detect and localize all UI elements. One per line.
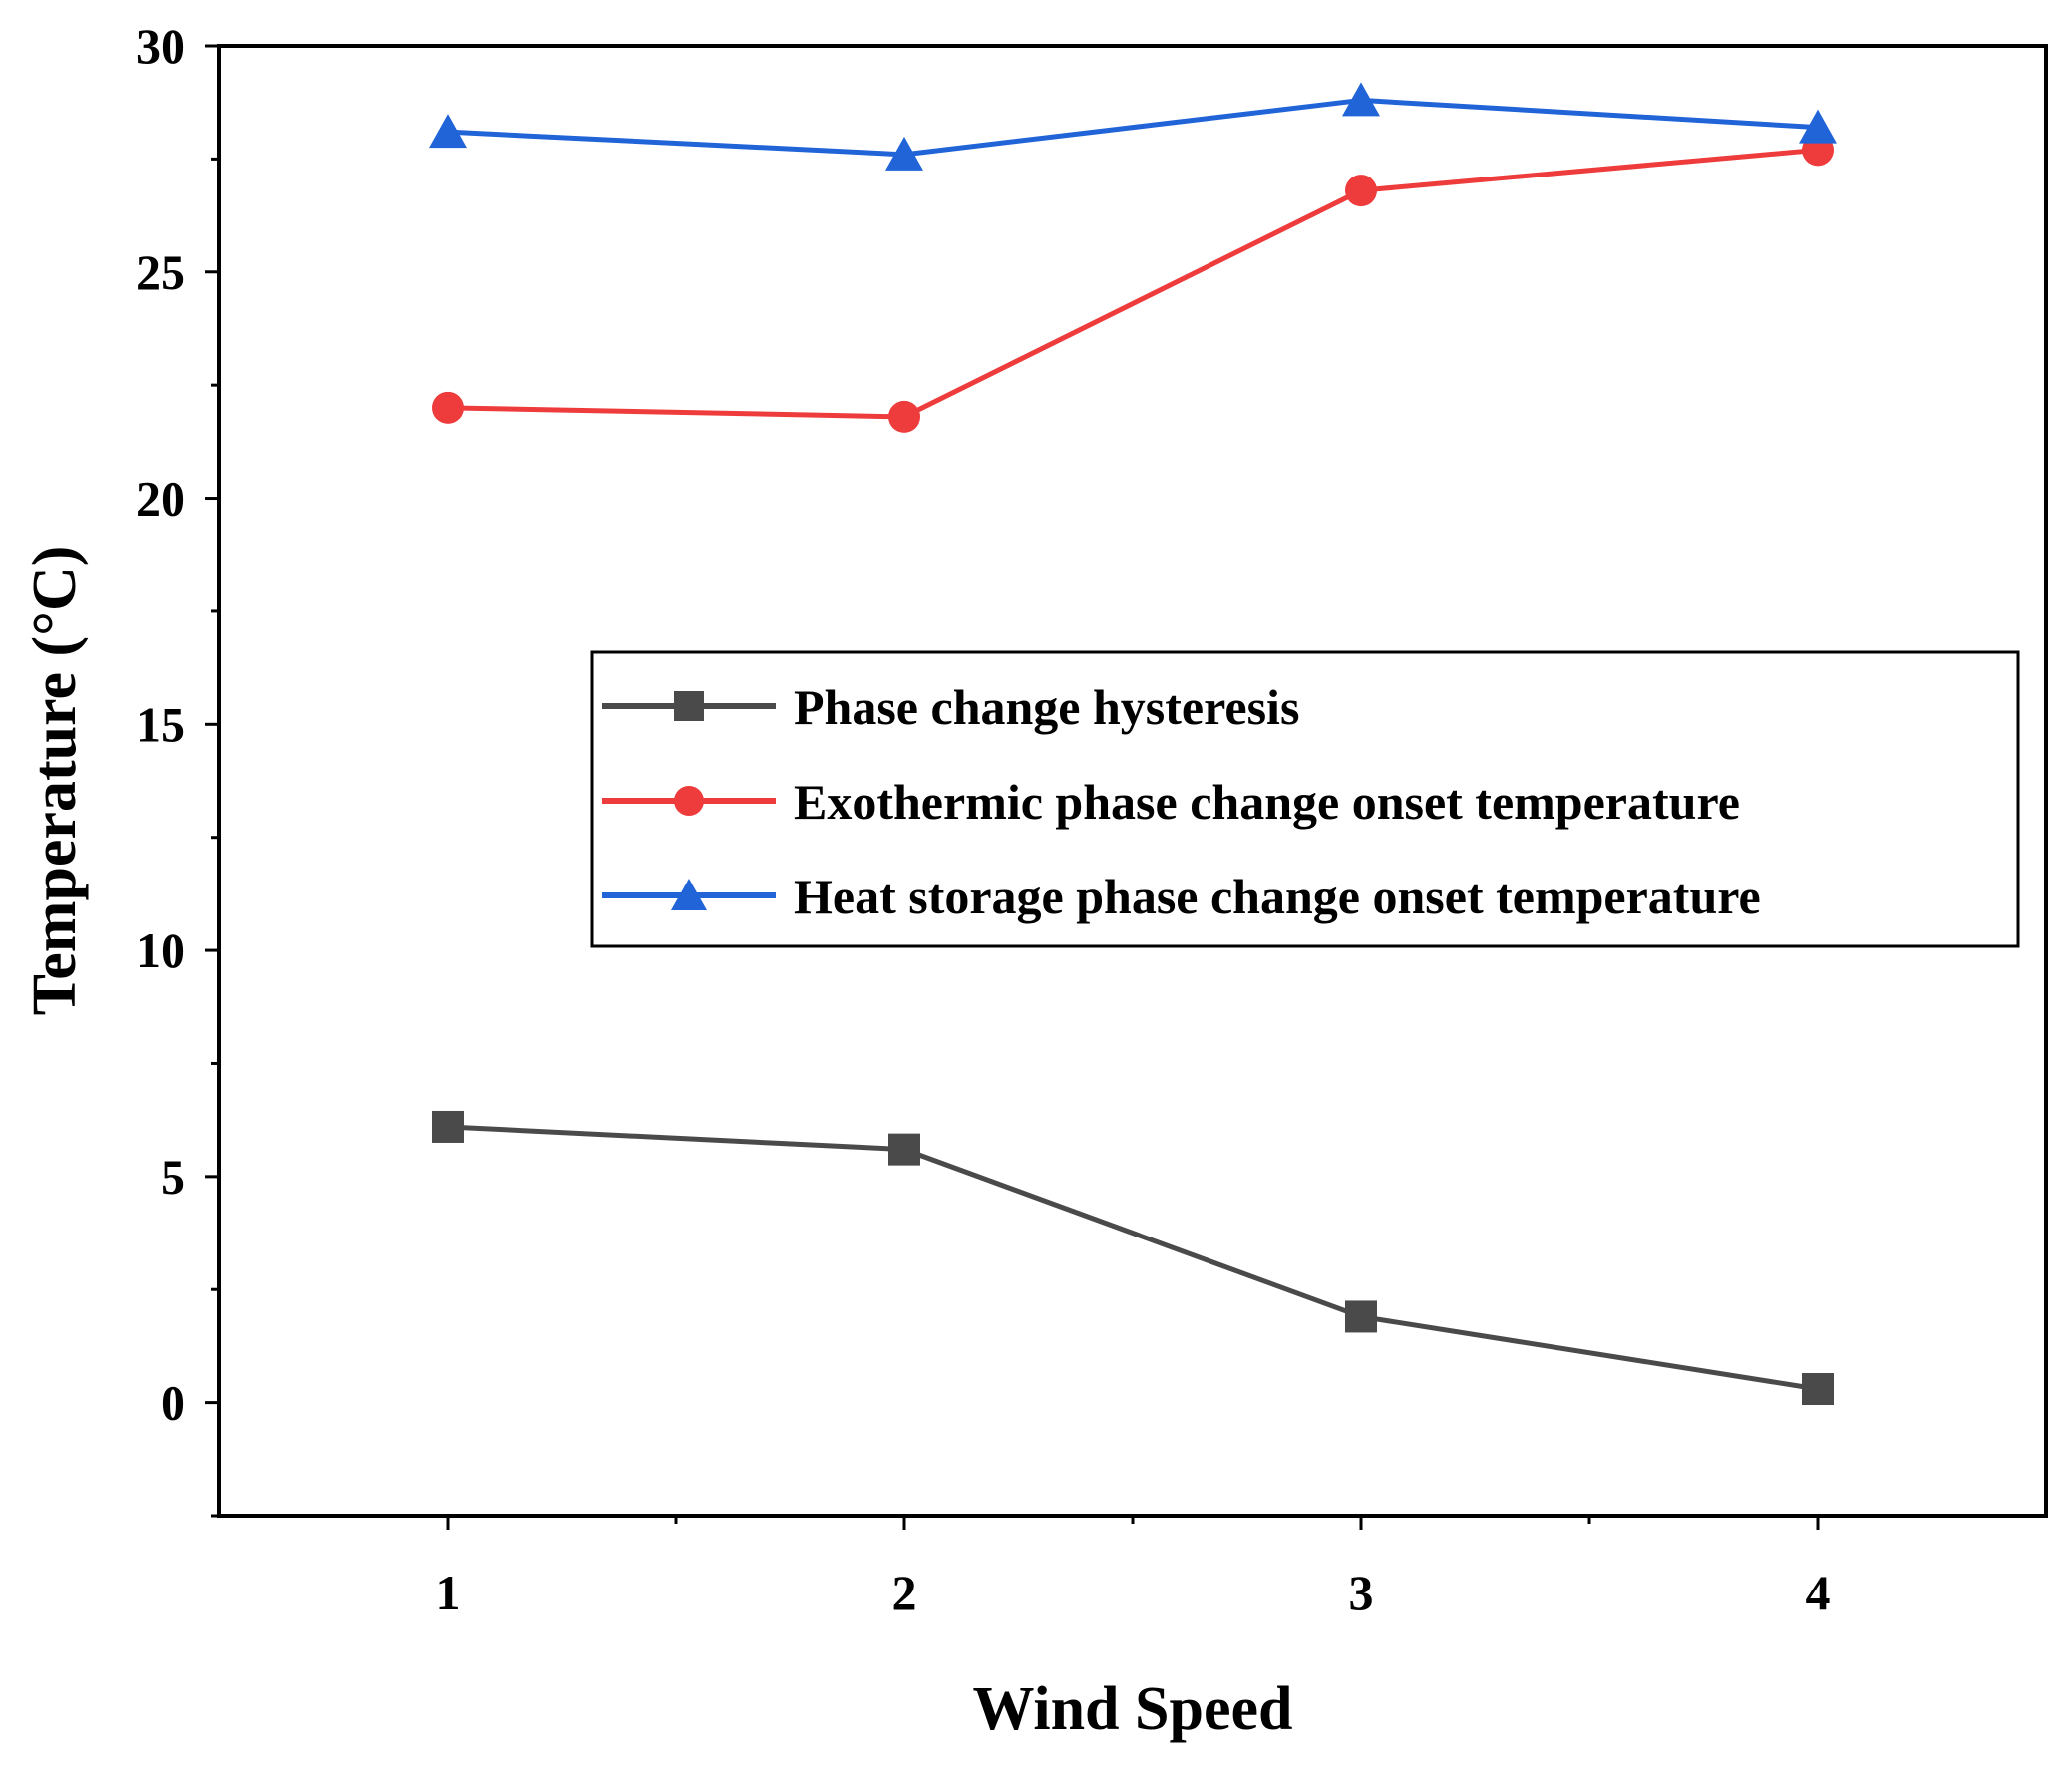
y-tick-label: 25 <box>136 244 185 300</box>
legend-marker <box>671 879 707 910</box>
y-tick-label: 0 <box>161 1375 185 1431</box>
data-point <box>885 136 923 171</box>
series-line <box>447 1124 1819 1392</box>
x-tick-label: 1 <box>436 1565 461 1620</box>
x-axis: 1 2 3 4 <box>436 1516 1831 1620</box>
y-tick-label: 10 <box>136 922 185 978</box>
data-point <box>1802 1373 1834 1406</box>
legend-marker <box>674 786 704 816</box>
x-tick-label: 2 <box>892 1565 917 1620</box>
y-tick-label: 5 <box>161 1149 185 1205</box>
y-tick-label: 20 <box>136 471 185 527</box>
data-point <box>1342 82 1380 117</box>
series-line <box>447 97 1819 158</box>
x-tick-label: 4 <box>1806 1565 1831 1620</box>
data-point <box>432 1110 464 1143</box>
y-tick-label: 15 <box>136 696 185 752</box>
data-point <box>888 400 920 433</box>
series-layer <box>429 82 1837 1406</box>
data-point <box>888 1133 920 1166</box>
legend-label: Heat storage phase change onset temperat… <box>794 869 1761 924</box>
legend-label: Exothermic phase change onset temperatur… <box>794 774 1740 830</box>
data-point <box>1345 175 1377 207</box>
data-point <box>1799 109 1837 144</box>
legend-box <box>590 650 2020 948</box>
y-axis: 0 5 10 15 20 25 30 <box>136 18 219 1518</box>
data-point <box>429 114 467 149</box>
x-axis-title: Wind Speed <box>972 1675 1292 1743</box>
x-tick-label: 3 <box>1349 1565 1374 1620</box>
y-axis-title: Temperature (°C) <box>21 546 89 1016</box>
legend: Phase change hysteresis Exothermic phase … <box>590 650 2020 948</box>
legend-label: Phase change hysteresis <box>794 679 1299 735</box>
series-line <box>447 147 1819 420</box>
legend-marker <box>674 691 704 721</box>
data-point <box>1345 1300 1377 1333</box>
data-point <box>432 391 464 424</box>
y-tick-label: 30 <box>136 18 185 74</box>
